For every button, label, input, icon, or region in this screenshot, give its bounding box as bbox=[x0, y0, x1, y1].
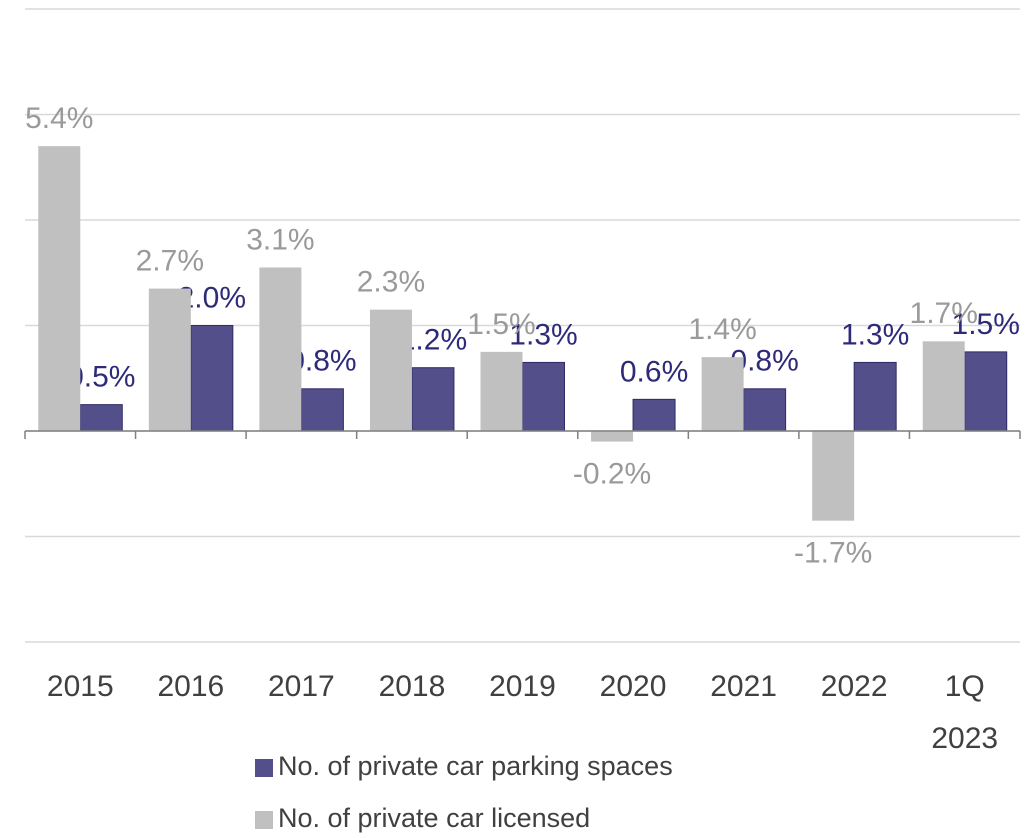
data-label: 2.3% bbox=[357, 266, 425, 299]
x-tick-label: 2022 bbox=[821, 670, 888, 703]
bar bbox=[411, 367, 455, 432]
bar bbox=[190, 325, 234, 432]
data-label: -0.2% bbox=[573, 457, 651, 490]
legend-swatch bbox=[255, 811, 273, 829]
data-label: 0.6% bbox=[620, 355, 688, 388]
bar bbox=[38, 146, 81, 431]
x-tick-label: 1Q 2023 bbox=[931, 670, 998, 755]
x-tick-label: 2021 bbox=[710, 670, 777, 703]
bar bbox=[964, 351, 1008, 432]
x-tick-label: 2015 bbox=[47, 670, 114, 703]
data-label: 1.7% bbox=[910, 297, 978, 330]
data-label: 1.5% bbox=[952, 308, 1020, 341]
x-tick-label: 2020 bbox=[600, 670, 667, 703]
data-label: -1.7% bbox=[794, 537, 872, 570]
bar bbox=[79, 404, 123, 432]
bar bbox=[522, 361, 565, 432]
data-label: 1.3% bbox=[841, 318, 909, 351]
legend-swatch bbox=[255, 759, 273, 777]
data-label: 1.3% bbox=[509, 318, 577, 351]
bar bbox=[591, 431, 634, 442]
legend-label: No. of private car parking spaces bbox=[278, 751, 673, 781]
bar bbox=[922, 341, 965, 431]
bar bbox=[480, 351, 523, 431]
bar bbox=[812, 431, 855, 521]
bar bbox=[632, 398, 676, 432]
bar bbox=[148, 288, 191, 431]
bar bbox=[743, 388, 787, 432]
data-label: 2.7% bbox=[136, 244, 204, 277]
bar bbox=[300, 388, 344, 432]
bar bbox=[259, 267, 302, 431]
data-label: 1.5% bbox=[467, 308, 535, 341]
x-tick-label: 2019 bbox=[489, 670, 556, 703]
x-tick-label: 2016 bbox=[157, 670, 224, 703]
data-label: 5.4% bbox=[25, 102, 93, 135]
bar bbox=[853, 361, 897, 432]
bar bbox=[369, 309, 412, 431]
legend-label: No. of private car licensed bbox=[278, 803, 590, 833]
data-label: 1.4% bbox=[688, 313, 756, 346]
bar bbox=[701, 357, 744, 431]
x-tick-label: 2018 bbox=[379, 670, 446, 703]
data-label: 3.1% bbox=[246, 223, 314, 256]
x-tick-label: 2017 bbox=[268, 670, 335, 703]
